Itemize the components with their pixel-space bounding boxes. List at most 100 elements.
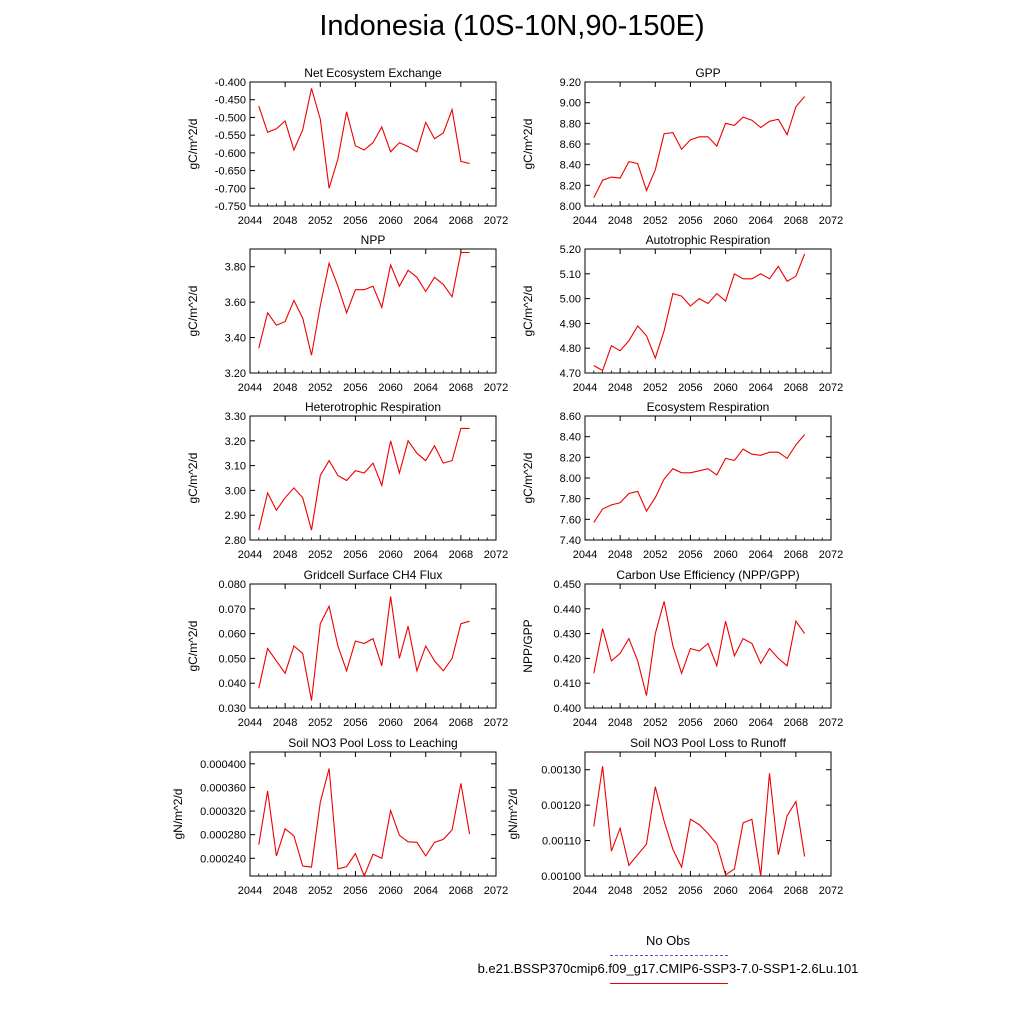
gridcell-surface-ch4-flux-y-tick-label: 0.080 <box>218 579 246 591</box>
net-ecosystem-exchange-x-tick-label: 2068 <box>449 215 473 227</box>
soil-no3-pool-loss-to-leaching-x-tick-label: 2060 <box>378 885 402 897</box>
gpp-x-tick-label: 2048 <box>608 215 632 227</box>
net-ecosystem-exchange-series-line <box>258 88 470 189</box>
ecosystem-respiration-y-tick-label: 7.60 <box>560 514 581 526</box>
heterotrophic-respiration-x-tick-label: 2048 <box>273 549 297 561</box>
carbon-use-efficiency-npp-gpp-y-axis-label: NPP/GPP <box>521 619 535 672</box>
soil-no3-pool-loss-to-runoff-x-tick-label: 2060 <box>713 885 737 897</box>
carbon-use-efficiency-npp-gpp-x-tick-label: 2056 <box>678 717 702 729</box>
ecosystem-respiration-frame <box>584 415 832 541</box>
heterotrophic-respiration-x-tick-label: 2064 <box>413 549 437 561</box>
autotrophic-respiration-x-tick-label: 2044 <box>573 382 597 394</box>
gridcell-surface-ch4-flux-x-tick-label: 2044 <box>238 717 262 729</box>
heterotrophic-respiration-y-tick-label: 2.90 <box>225 510 246 522</box>
heterotrophic-respiration-y-tick-label: 3.00 <box>225 485 246 497</box>
soil-no3-pool-loss-to-runoff-x-tick-label: 2068 <box>784 885 808 897</box>
gpp-x-tick-label: 2072 <box>819 215 843 227</box>
ecosystem-respiration-x-tick-label: 2052 <box>643 549 667 561</box>
heterotrophic-respiration-x-tick-label: 2044 <box>238 549 262 561</box>
heterotrophic-respiration-title: Heterotrophic Respiration <box>305 400 441 414</box>
gridcell-surface-ch4-flux-y-tick-label: 0.060 <box>218 629 246 641</box>
soil-no3-pool-loss-to-leaching-x-tick-label: 2072 <box>484 885 508 897</box>
net-ecosystem-exchange-y-tick-label: -0.450 <box>215 95 246 107</box>
heterotrophic-respiration-y-tick-label: 3.10 <box>225 461 246 473</box>
gpp-y-tick-label: 8.80 <box>560 118 581 130</box>
gridcell-surface-ch4-flux-y-tick-label: 0.050 <box>218 653 246 665</box>
gpp-x-tick-label: 2060 <box>713 215 737 227</box>
npp-y-tick-label: 3.60 <box>225 297 246 309</box>
autotrophic-respiration-x-tick-label: 2068 <box>784 382 808 394</box>
ecosystem-respiration-y-axis-label: gC/m^2/d <box>521 453 535 504</box>
gpp-y-tick-label: 9.20 <box>560 77 581 89</box>
soil-no3-pool-loss-to-leaching-series-line <box>258 768 471 878</box>
autotrophic-respiration-y-tick-label: 4.80 <box>560 343 581 355</box>
ecosystem-respiration-y-tick-label: 7.80 <box>560 494 581 506</box>
heterotrophic-respiration-y-tick-label: 2.80 <box>225 535 246 547</box>
npp-x-tick-label: 2060 <box>378 382 402 394</box>
legend-run-label: b.e21.BSSP370cmip6.f09_g17.CMIP6-SSP3-7.… <box>477 961 859 976</box>
gpp-frame <box>584 81 832 207</box>
carbon-use-efficiency-npp-gpp-y-tick-label: 0.420 <box>553 653 581 665</box>
gridcell-surface-ch4-flux-title: Gridcell Surface CH4 Flux <box>304 568 443 582</box>
gridcell-surface-ch4-flux-x-tick-label: 2048 <box>273 717 297 729</box>
autotrophic-respiration-y-tick-label: 4.90 <box>560 318 581 330</box>
autotrophic-respiration-y-axis-label: gC/m^2/d <box>521 286 535 337</box>
soil-no3-pool-loss-to-runoff-y-tick-label: 0.00100 <box>541 871 581 883</box>
soil-no3-pool-loss-to-runoff-x-tick-label: 2064 <box>748 885 772 897</box>
gpp-y-tick-label: 8.00 <box>560 201 581 213</box>
carbon-use-efficiency-npp-gpp-y-tick-label: 0.400 <box>553 703 581 715</box>
soil-no3-pool-loss-to-leaching-x-tick-label: 2068 <box>449 885 473 897</box>
carbon-use-efficiency-npp-gpp-y-tick-label: 0.410 <box>553 678 581 690</box>
gridcell-surface-ch4-flux-x-tick-label: 2060 <box>378 717 402 729</box>
ecosystem-respiration-x-tick-label: 2068 <box>784 549 808 561</box>
heterotrophic-respiration-x-tick-label: 2060 <box>378 549 402 561</box>
autotrophic-respiration-x-tick-label: 2052 <box>643 382 667 394</box>
carbon-use-efficiency-npp-gpp-x-tick-label: 2068 <box>784 717 808 729</box>
gpp-x-tick-label: 2068 <box>784 215 808 227</box>
soil-no3-pool-loss-to-leaching-title: Soil NO3 Pool Loss to Leaching <box>288 736 457 750</box>
net-ecosystem-exchange-x-tick-label: 2052 <box>308 215 332 227</box>
autotrophic-respiration-x-tick-label: 2072 <box>819 382 843 394</box>
gridcell-surface-ch4-flux-frame <box>249 583 497 709</box>
gridcell-surface-ch4-flux-y-axis-label: gC/m^2/d <box>186 621 200 672</box>
gpp-y-axis-label: gC/m^2/d <box>521 119 535 170</box>
net-ecosystem-exchange-y-tick-label: -0.550 <box>215 130 246 142</box>
npp-y-tick-label: 3.40 <box>225 333 246 345</box>
heterotrophic-respiration-y-tick-label: 3.30 <box>225 411 246 423</box>
carbon-use-efficiency-npp-gpp-series-line <box>593 601 806 696</box>
autotrophic-respiration-x-tick-label: 2048 <box>608 382 632 394</box>
legend-run-line <box>610 983 728 984</box>
net-ecosystem-exchange-x-tick-label: 2056 <box>343 215 367 227</box>
legend-obs-label: No Obs <box>645 933 691 948</box>
gpp-x-tick-label: 2064 <box>748 215 772 227</box>
carbon-use-efficiency-npp-gpp-x-tick-label: 2044 <box>573 717 597 729</box>
gpp-y-tick-label: 8.60 <box>560 139 581 151</box>
autotrophic-respiration-y-tick-label: 5.00 <box>560 294 581 306</box>
ecosystem-respiration-title: Ecosystem Respiration <box>647 400 770 414</box>
heterotrophic-respiration-x-tick-label: 2052 <box>308 549 332 561</box>
autotrophic-respiration-y-tick-label: 4.70 <box>560 368 581 380</box>
soil-no3-pool-loss-to-runoff-y-tick-label: 0.00110 <box>542 836 581 848</box>
carbon-use-efficiency-npp-gpp-x-tick-label: 2060 <box>713 717 737 729</box>
npp-y-tick-label: 3.80 <box>225 262 246 274</box>
npp-x-tick-label: 2048 <box>273 382 297 394</box>
net-ecosystem-exchange-x-tick-label: 2072 <box>484 215 508 227</box>
ecosystem-respiration-y-tick-label: 8.20 <box>560 452 581 464</box>
gpp-x-tick-label: 2044 <box>573 215 597 227</box>
soil-no3-pool-loss-to-leaching-x-tick-label: 2064 <box>413 885 437 897</box>
npp-y-tick-label: 3.20 <box>225 368 246 380</box>
net-ecosystem-exchange-y-axis-label: gC/m^2/d <box>186 119 200 170</box>
net-ecosystem-exchange-y-tick-label: -0.400 <box>215 77 246 89</box>
net-ecosystem-exchange-title: Net Ecosystem Exchange <box>304 66 442 80</box>
npp-x-tick-label: 2072 <box>484 382 508 394</box>
net-ecosystem-exchange-x-tick-label: 2048 <box>273 215 297 227</box>
heterotrophic-respiration-x-tick-label: 2056 <box>343 549 367 561</box>
soil-no3-pool-loss-to-leaching-x-tick-label: 2044 <box>238 885 262 897</box>
net-ecosystem-exchange-y-tick-label: -0.500 <box>215 112 246 124</box>
net-ecosystem-exchange-y-tick-label: -0.750 <box>215 201 246 213</box>
heterotrophic-respiration-y-tick-label: 3.20 <box>225 436 246 448</box>
npp-x-tick-label: 2064 <box>413 382 437 394</box>
gridcell-surface-ch4-flux-x-tick-label: 2056 <box>343 717 367 729</box>
autotrophic-respiration-y-tick-label: 5.10 <box>560 269 581 281</box>
